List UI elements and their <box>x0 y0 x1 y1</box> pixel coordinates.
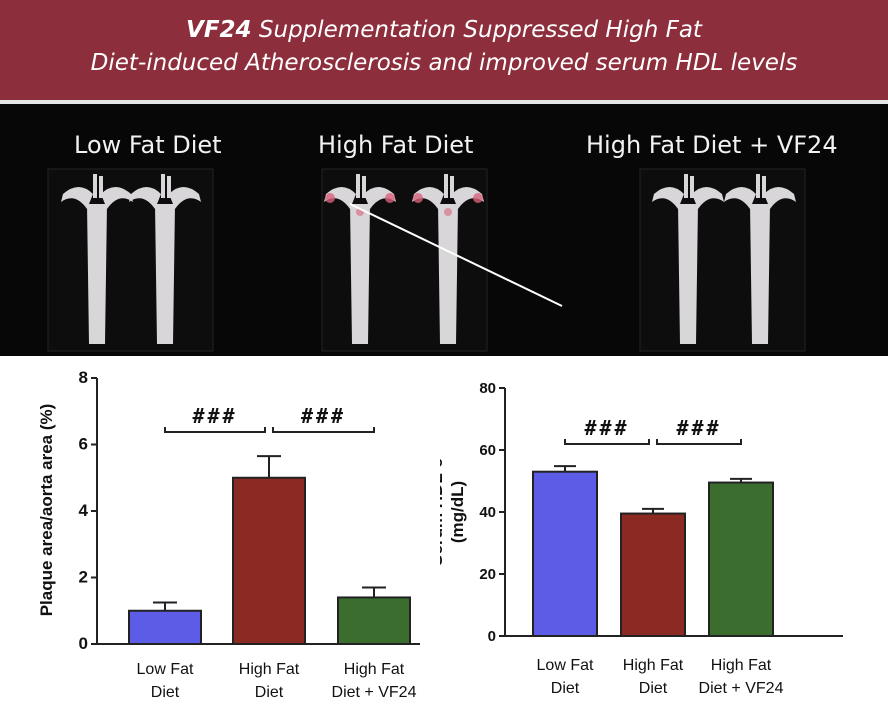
aorta-right-branch <box>101 187 133 209</box>
y-tick-label: 0 <box>488 628 496 645</box>
bar-1 <box>128 609 202 645</box>
significance-bracket <box>164 427 266 433</box>
aorta-trunk <box>438 204 458 344</box>
bar-2 <box>232 476 306 645</box>
annotation-line <box>349 203 563 307</box>
aorta-stem <box>690 176 694 198</box>
x-category-label: High Fat <box>711 657 772 674</box>
y-axis-label-line: Serum HDL-c <box>440 458 446 566</box>
photo-label-high-fat: High Fat Diet <box>318 131 474 159</box>
y-axis-label: Plaque area/aorta area (%) <box>37 404 56 617</box>
y-tick-label: 60 <box>479 442 496 459</box>
bar-3 <box>337 596 411 645</box>
significance-bracket <box>272 427 375 433</box>
aorta-left-branch <box>724 187 756 209</box>
aorta-stem <box>161 174 165 198</box>
x-category-label: Diet <box>255 684 284 701</box>
aorta-stem <box>450 176 454 198</box>
x-category-label: Low Fat <box>537 657 594 674</box>
plaque-spot <box>325 193 335 203</box>
significance-marker: ### <box>676 416 721 440</box>
significance-marker: ### <box>301 404 346 428</box>
y-axis-label: Serum HDL-c (mg/dL) <box>440 458 467 566</box>
photo-label-low-fat: Low Fat Diet <box>74 131 222 159</box>
significance-marker: ### <box>584 416 629 440</box>
x-category-label: High Fat <box>239 661 300 678</box>
significance-marker: ### <box>192 404 237 428</box>
aorta-stem <box>167 176 171 198</box>
plaque-area-chart-svg: 0 2 4 6 8 Plaque area/aorta area (%) Low Fat Di… <box>37 368 420 701</box>
y-tick-label: 6 <box>79 435 88 454</box>
aorta-stem <box>362 176 366 198</box>
aorta-right-branch <box>692 187 724 209</box>
significance-bracket <box>564 439 650 445</box>
y-axis-label-line: (mg/dL) <box>448 481 467 543</box>
aorta-stem <box>762 176 766 198</box>
aorta-trunk <box>678 204 698 344</box>
aorta-trunk <box>87 204 107 344</box>
aorta-left-branch <box>129 187 161 209</box>
aorta-left-branch <box>324 187 356 209</box>
aorta-stem <box>444 174 448 198</box>
bar-3 <box>708 481 774 637</box>
aorta-photo-panel: Low Fat Diet High Fat Diet High Fat Diet… <box>0 104 888 356</box>
y-tick-label: 8 <box>79 368 88 387</box>
aorta-left-branch <box>652 187 684 209</box>
photo-label-high-fat-vf24: High Fat Diet + VF24 <box>586 131 838 159</box>
aorta-photograph <box>47 168 806 352</box>
x-category-label: Diet + VF24 <box>699 680 784 697</box>
title-banner: VF24 Supplementation Suppressed High Fat… <box>0 0 888 100</box>
bar-1 <box>532 470 598 637</box>
aorta-stem <box>684 174 688 198</box>
aorta-right-branch <box>452 187 484 209</box>
serum-hdl-chart: 0 20 40 60 80 Serum HDL-c (mg/dL) Low Fat Diet Hi… <box>440 362 888 708</box>
x-category-label: Diet <box>639 680 668 697</box>
x-category-label: Diet <box>551 680 580 697</box>
plaque-spot <box>473 193 483 203</box>
aorta-trunk <box>350 204 370 344</box>
y-tick-label: 0 <box>79 634 88 653</box>
y-tick-label: 4 <box>79 501 89 520</box>
banner-divider <box>0 100 888 104</box>
y-tick-label: 80 <box>479 380 496 397</box>
x-category-label: High Fat <box>344 661 405 678</box>
y-axis-label-line: Plaque area/aorta area (%) <box>37 404 56 617</box>
plaque-area-chart: 0 2 4 6 8 Plaque area/aorta area (%) Low Fat Di… <box>0 362 440 708</box>
y-tick-label: 20 <box>479 566 496 583</box>
x-category-label: Low Fat <box>137 661 194 678</box>
plaque-spot <box>444 208 452 216</box>
aorta-right-branch <box>364 187 396 209</box>
plaque-spot <box>385 193 395 203</box>
aorta-right-branch <box>764 187 796 209</box>
significance-bracket <box>656 439 742 445</box>
aorta-stem <box>356 174 360 198</box>
aorta-left-branch <box>61 187 93 209</box>
aorta-trunk <box>750 204 770 344</box>
x-category-label: Diet + VF24 <box>332 684 417 701</box>
banner-title-line-2: Diet-induced Atherosclerosis and improve… <box>90 50 798 76</box>
serum-hdl-chart-svg: 0 20 40 60 80 Serum HDL-c (mg/dL) Low Fat Diet Hi… <box>440 380 843 697</box>
banner-title-bold: VF24 <box>186 17 252 43</box>
aorta-stem <box>99 176 103 198</box>
y-tick-label: 40 <box>479 504 496 521</box>
aorta-trunk <box>155 204 175 344</box>
y-tick-label: 2 <box>79 568 88 587</box>
banner-title-rest: Supplementation Suppressed High Fat <box>251 17 702 43</box>
aorta-stem <box>93 174 97 198</box>
banner-title-line-1: VF24 Supplementation Suppressed High Fat <box>0 14 888 47</box>
x-category-label: High Fat <box>623 657 684 674</box>
aorta-right-branch <box>169 187 201 209</box>
aorta-left-branch <box>412 187 444 209</box>
bar-2 <box>620 512 686 637</box>
aorta-stem <box>756 174 760 198</box>
x-category-label: Diet <box>151 684 180 701</box>
plaque-spot <box>413 193 423 203</box>
